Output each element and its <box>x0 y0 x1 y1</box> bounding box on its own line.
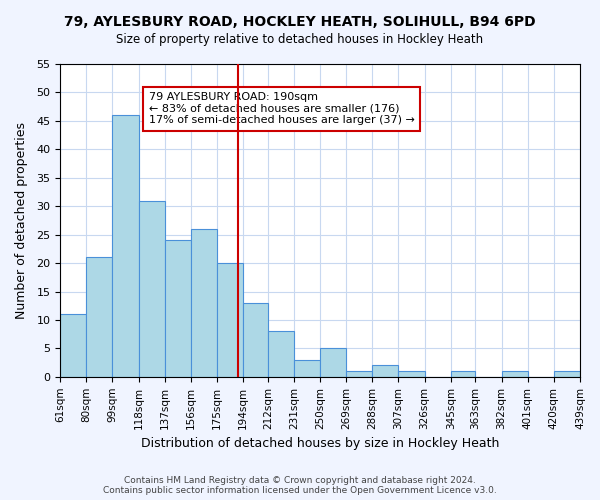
Bar <box>139 200 164 377</box>
Bar <box>268 332 294 377</box>
Bar <box>398 371 425 377</box>
Bar <box>451 371 475 377</box>
Text: Size of property relative to detached houses in Hockley Heath: Size of property relative to detached ho… <box>116 32 484 46</box>
Bar <box>60 314 86 377</box>
Bar <box>294 360 320 377</box>
Bar <box>217 263 243 377</box>
Y-axis label: Number of detached properties: Number of detached properties <box>15 122 28 319</box>
Bar <box>191 229 217 377</box>
Bar <box>346 371 373 377</box>
Bar <box>373 366 398 377</box>
Bar <box>554 371 580 377</box>
Bar <box>112 115 139 377</box>
Text: Contains HM Land Registry data © Crown copyright and database right 2024.
Contai: Contains HM Land Registry data © Crown c… <box>103 476 497 495</box>
Bar <box>243 303 268 377</box>
Bar <box>164 240 191 377</box>
Text: 79 AYLESBURY ROAD: 190sqm
← 83% of detached houses are smaller (176)
17% of semi: 79 AYLESBURY ROAD: 190sqm ← 83% of detac… <box>149 92 415 126</box>
Bar <box>86 258 112 377</box>
Bar <box>502 371 528 377</box>
Text: 79, AYLESBURY ROAD, HOCKLEY HEATH, SOLIHULL, B94 6PD: 79, AYLESBURY ROAD, HOCKLEY HEATH, SOLIH… <box>64 15 536 29</box>
X-axis label: Distribution of detached houses by size in Hockley Heath: Distribution of detached houses by size … <box>141 437 499 450</box>
Bar <box>320 348 346 377</box>
